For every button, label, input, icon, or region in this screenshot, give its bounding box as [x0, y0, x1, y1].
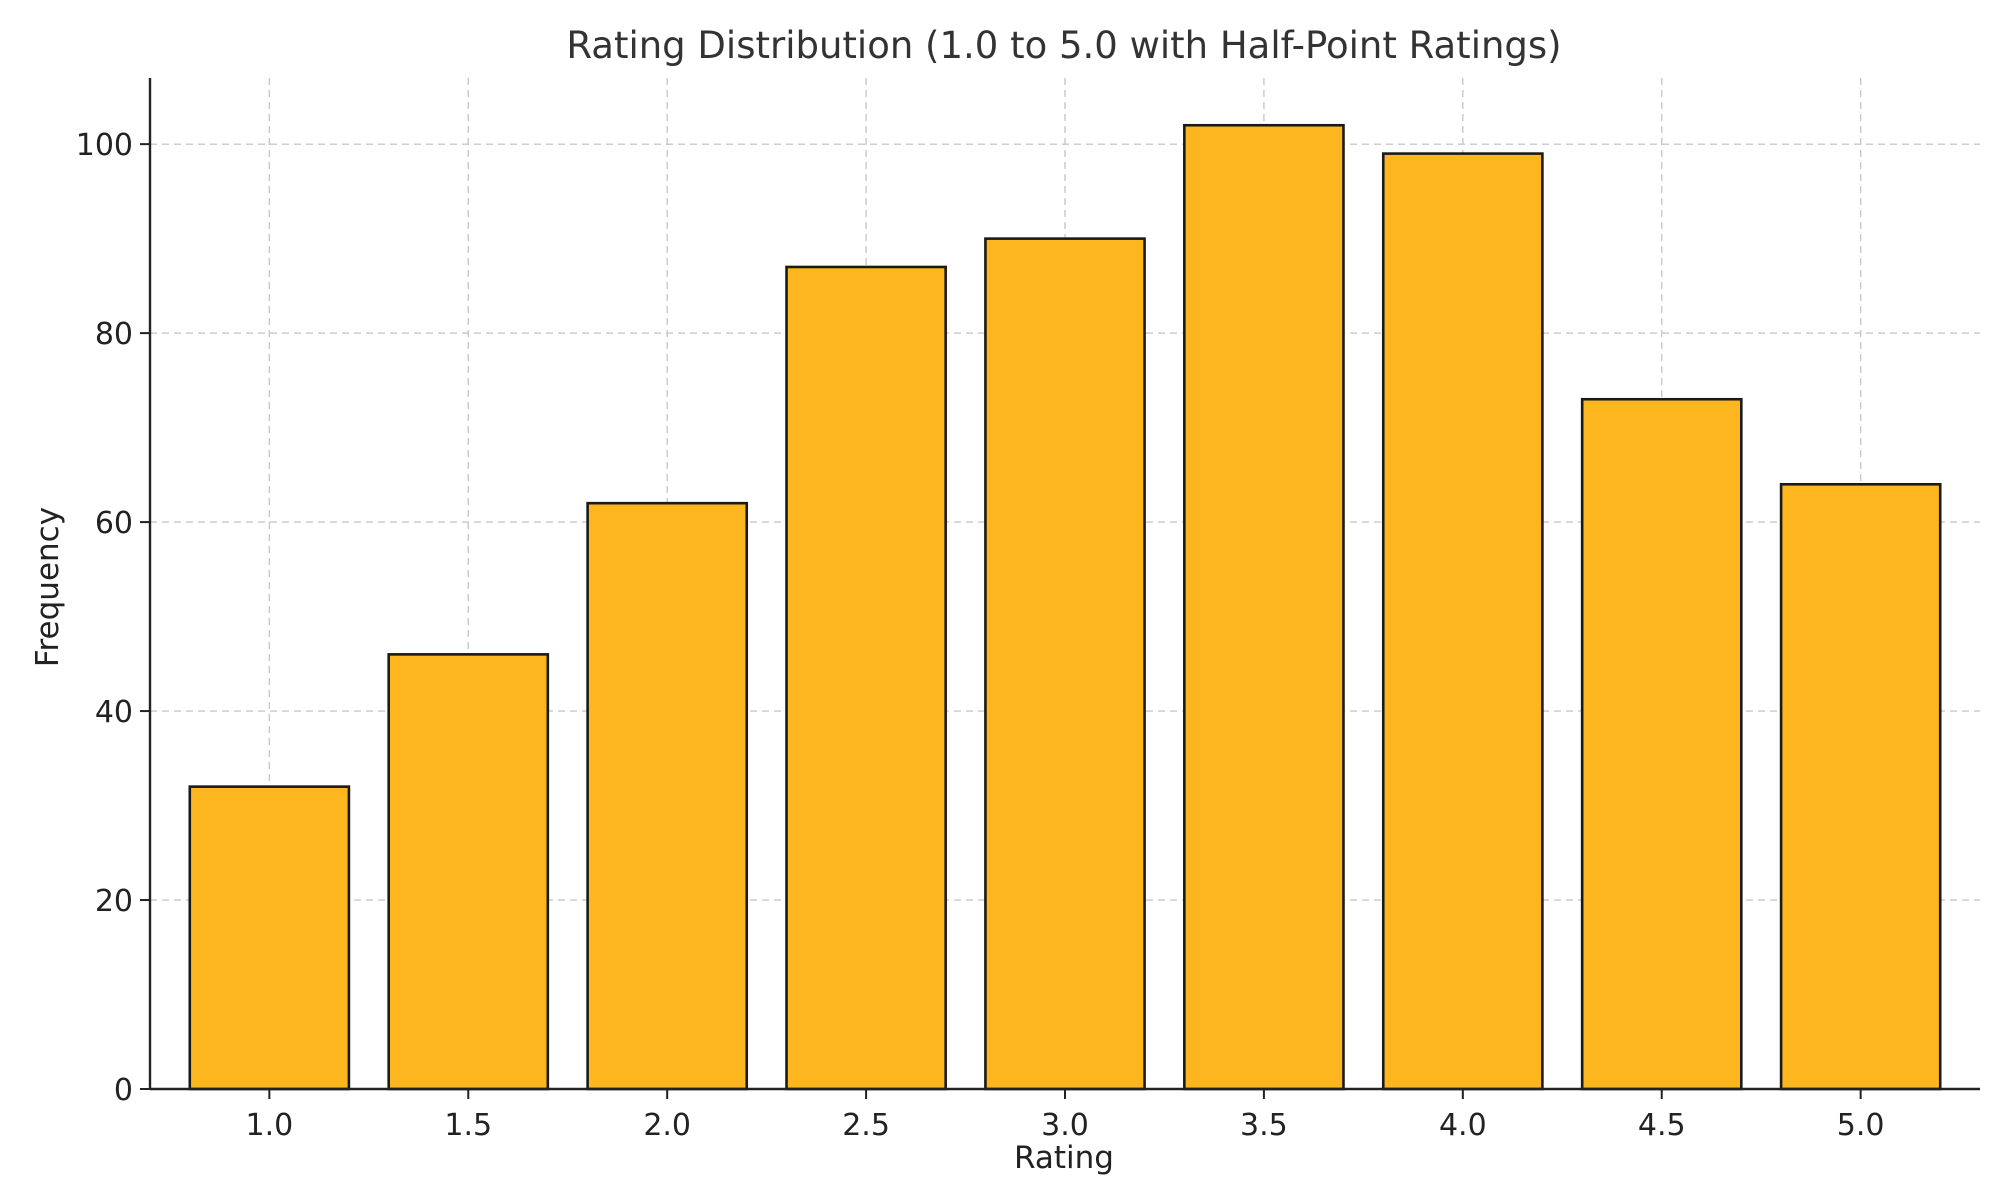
y-tick-label: 0 [114, 1073, 133, 1108]
bar [387, 653, 550, 1091]
x-tick-label: 4.0 [1439, 1108, 1487, 1143]
y-tick-label: 80 [95, 317, 133, 352]
y-axis-label: Frequency [30, 507, 66, 667]
x-axis-label: Rating [1014, 1140, 1114, 1176]
bar [984, 237, 1146, 1091]
y-tick-label: 100 [76, 128, 133, 163]
x-tick-label: 5.0 [1837, 1108, 1885, 1143]
x-tick-label: 4.5 [1638, 1108, 1686, 1143]
bars-layer [188, 123, 1942, 1091]
y-tick-label: 20 [95, 884, 133, 919]
chart-title: Rating Distribution (1.0 to 5.0 with Hal… [566, 24, 1561, 67]
ticks-layer: 0 20 40 60 80 100 1.0 1.5 2.0 2.5 3.0 3.5 4.0 4.5 5.0 [76, 128, 1885, 1143]
bar [1779, 482, 1942, 1091]
x-tick-label: 2.5 [842, 1108, 890, 1143]
bar [1381, 152, 1544, 1091]
x-tick-label: 2.0 [643, 1108, 691, 1143]
x-tick-label: 3.0 [1041, 1108, 1089, 1143]
bar [1183, 123, 1345, 1091]
x-tick-label: 1.0 [245, 1108, 293, 1143]
bar [785, 265, 947, 1091]
y-tick-label: 60 [95, 506, 133, 541]
y-tick-label: 40 [95, 695, 133, 730]
x-tick-label: 3.5 [1240, 1108, 1288, 1143]
bar [1580, 397, 1743, 1091]
bar [188, 785, 351, 1091]
x-tick-label: 1.5 [444, 1108, 492, 1143]
bar [586, 501, 749, 1091]
